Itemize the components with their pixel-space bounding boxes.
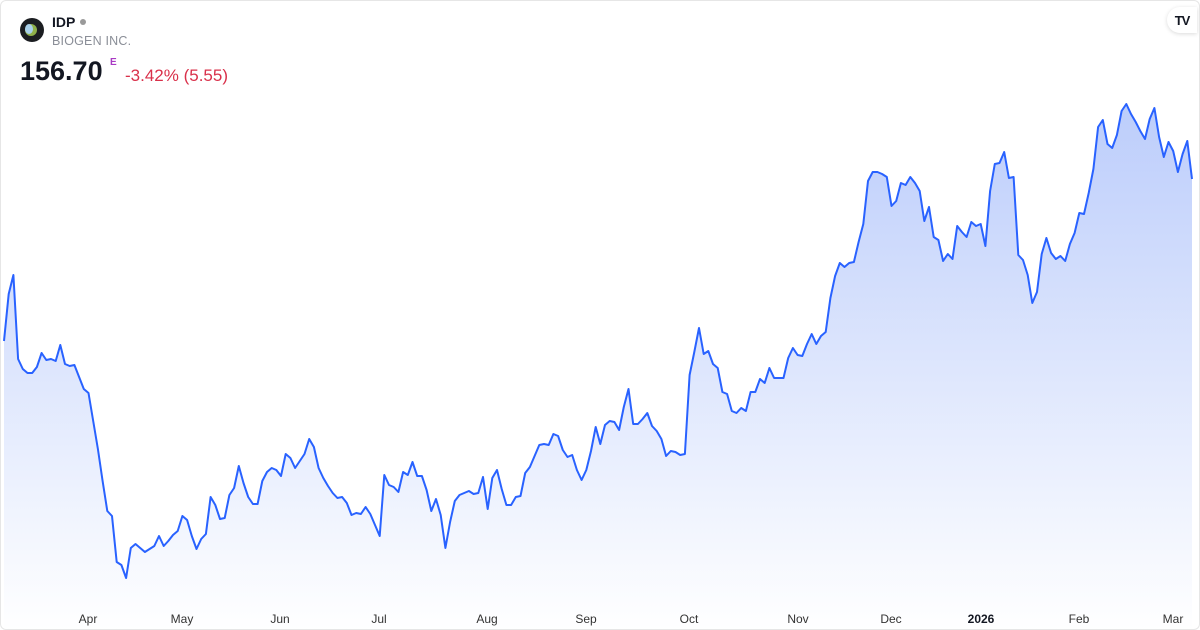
- x-tick-label: Oct: [680, 612, 699, 626]
- x-tick-label: Feb: [1069, 612, 1090, 626]
- x-tick-label: Sep: [575, 612, 597, 626]
- x-axis: Apr May Jun Jul Aug Sep Oct Nov Dec 2026 Feb Mar: [79, 612, 1184, 626]
- price-change: -3.42% (5.55): [125, 66, 228, 85]
- market-status-dot-icon: [80, 19, 87, 25]
- company-name: BIOGEN INC.: [52, 34, 132, 48]
- x-tick-label: Jun: [270, 612, 289, 626]
- ticker-symbol: IDP: [52, 14, 76, 30]
- x-tick-label: Aug: [476, 612, 497, 626]
- price-line: [3, 103, 1193, 579]
- company-logo: [20, 18, 44, 42]
- x-tick-label: Dec: [880, 612, 901, 626]
- x-tick-label: May: [171, 612, 194, 626]
- symbol-row: IDP: [52, 14, 87, 30]
- tradingview-logo-icon[interactable]: TV: [1167, 7, 1197, 33]
- price-flag: E: [110, 57, 117, 68]
- x-tick-label: Jul: [371, 612, 386, 626]
- x-tick-label: Apr: [79, 612, 98, 626]
- last-price: 156.70: [20, 56, 103, 86]
- x-tick-label: 2026: [968, 612, 995, 626]
- price-area-fill: [4, 104, 1192, 629]
- x-tick-label: Mar: [1163, 612, 1184, 626]
- x-tick-label: Nov: [787, 612, 808, 626]
